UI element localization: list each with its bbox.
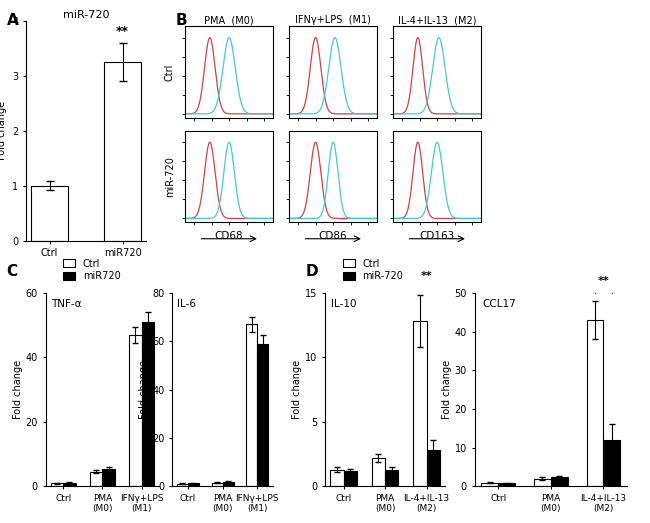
Bar xyxy=(426,450,440,486)
Text: TNF-α: TNF-α xyxy=(51,299,82,309)
Text: IL-6: IL-6 xyxy=(177,299,196,309)
Text: A: A xyxy=(6,13,18,28)
Bar xyxy=(129,335,142,486)
Legend: Ctrl, miR-720: Ctrl, miR-720 xyxy=(343,258,403,281)
Bar xyxy=(482,483,499,486)
Text: **: ** xyxy=(116,26,129,39)
Bar xyxy=(211,483,222,486)
Y-axis label: Fold change: Fold change xyxy=(442,360,452,419)
Title: miR-720: miR-720 xyxy=(63,10,109,20)
X-axis label: CD68: CD68 xyxy=(214,231,244,241)
Bar xyxy=(31,186,68,241)
Bar xyxy=(142,322,154,486)
Bar xyxy=(257,344,268,486)
Bar xyxy=(344,471,357,486)
Bar xyxy=(372,458,385,486)
Text: IL-10: IL-10 xyxy=(331,299,356,309)
X-axis label: CD86: CD86 xyxy=(318,231,348,241)
Title: IFNγ+LPS  (M1): IFNγ+LPS (M1) xyxy=(295,15,371,26)
Bar xyxy=(587,320,603,486)
Y-axis label: Fold change: Fold change xyxy=(140,360,150,419)
Bar xyxy=(413,321,426,486)
Y-axis label: Ctrl: Ctrl xyxy=(165,63,175,81)
X-axis label: CD163: CD163 xyxy=(419,231,455,241)
Text: C: C xyxy=(6,264,18,279)
Title: IL-4+IL-13  (M2): IL-4+IL-13 (M2) xyxy=(398,15,476,26)
Bar xyxy=(330,470,344,486)
Bar xyxy=(385,470,398,486)
Text: **: ** xyxy=(597,276,609,286)
Bar xyxy=(551,477,567,486)
Text: B: B xyxy=(176,13,187,28)
Y-axis label: Fold change: Fold change xyxy=(0,101,6,161)
Y-axis label: Fold change: Fold change xyxy=(292,360,302,419)
Bar xyxy=(63,483,76,486)
Bar xyxy=(534,479,551,486)
Text: D: D xyxy=(306,264,318,279)
Bar xyxy=(177,484,188,486)
Bar xyxy=(246,324,257,486)
Bar xyxy=(105,62,141,241)
Y-axis label: miR-720: miR-720 xyxy=(165,156,175,197)
Bar xyxy=(51,483,63,486)
Title: PMA  (M0): PMA (M0) xyxy=(204,15,254,26)
Bar xyxy=(499,483,515,486)
Text: **: ** xyxy=(421,271,432,281)
Bar xyxy=(188,483,199,486)
Bar xyxy=(90,472,103,486)
Bar xyxy=(222,482,234,486)
Bar xyxy=(603,440,620,486)
Y-axis label: Fold change: Fold change xyxy=(13,360,23,419)
Bar xyxy=(103,469,115,486)
Legend: Ctrl, miR720: Ctrl, miR720 xyxy=(63,258,120,281)
Text: CCL17: CCL17 xyxy=(482,299,516,309)
